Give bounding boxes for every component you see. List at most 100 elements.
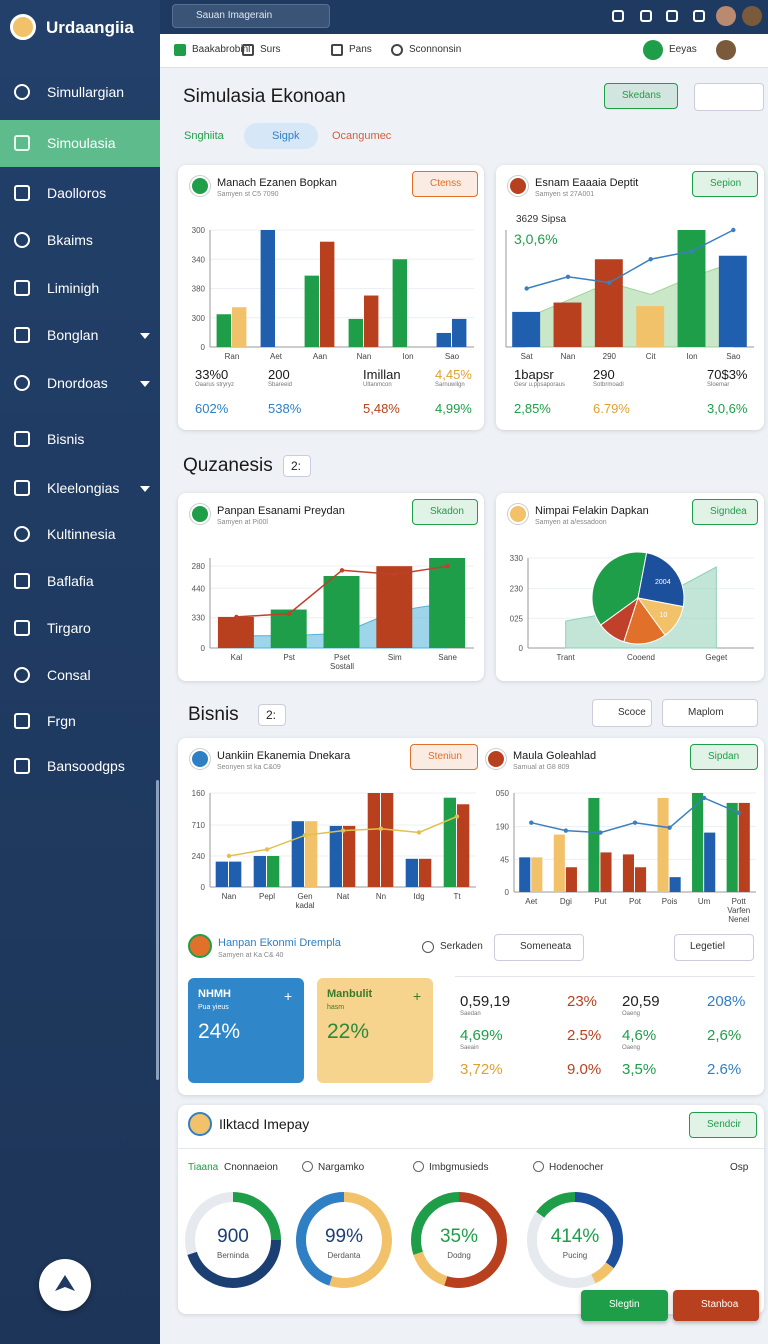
toolbar-icon[interactable] xyxy=(391,44,403,56)
line-point xyxy=(598,830,603,835)
stat-delta: 3,0,6% xyxy=(707,401,748,416)
bar xyxy=(553,302,582,347)
x-tick-label: Trant xyxy=(556,653,575,662)
y-tick-label: 280 xyxy=(192,562,206,571)
y-tick-label: 0 xyxy=(505,888,510,897)
toolbar-icon[interactable] xyxy=(331,44,343,56)
button[interactable] xyxy=(692,499,758,525)
line-point xyxy=(287,611,292,616)
button[interactable] xyxy=(689,1112,757,1138)
search-box[interactable] xyxy=(172,4,330,28)
nav-label: Simullargian xyxy=(47,84,125,100)
x-tick-label: Sat xyxy=(521,352,534,361)
button-label: Steniun xyxy=(428,751,462,762)
pie-slice xyxy=(591,551,648,626)
nav-label: Daolloros xyxy=(47,185,107,201)
search-placeholder: Sauan Imagerain xyxy=(196,10,273,21)
chart: 0 240 710 160 Nan Pepl Gen kadal Nat Nn Idg Tt xyxy=(192,789,476,910)
section-button[interactable] xyxy=(662,699,758,727)
x-tick-label: Aet xyxy=(270,352,283,361)
fab[interactable] xyxy=(581,1290,668,1321)
nav-label: Frgn xyxy=(47,713,76,729)
summary-title: Hanpan Ekonmi Drempla xyxy=(218,937,341,949)
bar xyxy=(553,834,565,892)
toolbar-icon[interactable] xyxy=(242,44,254,56)
bar xyxy=(260,230,275,347)
y-tick-label: 440 xyxy=(192,584,206,593)
radio[interactable] xyxy=(413,1161,424,1172)
button[interactable] xyxy=(604,83,678,109)
line-point xyxy=(607,280,612,285)
tab[interactable]: Sigpk xyxy=(272,130,300,142)
toolbar-item[interactable]: Pans xyxy=(349,44,372,55)
section-title: Quzanesis xyxy=(183,455,273,476)
button[interactable] xyxy=(494,934,584,961)
tile-label: Pua yieus xyxy=(198,1004,229,1011)
line xyxy=(531,797,740,834)
avatar[interactable] xyxy=(716,6,736,26)
toolbar-icon[interactable] xyxy=(174,44,186,56)
toolbar-item[interactable]: Baakabrobinl xyxy=(192,44,251,55)
dropdown[interactable] xyxy=(674,934,754,961)
bar xyxy=(600,852,612,892)
avatar[interactable] xyxy=(742,6,762,26)
tab[interactable]: Ocangumec xyxy=(332,130,392,142)
card-title: Maula Goleahlad xyxy=(513,750,597,762)
donut: 35% Dodng xyxy=(411,1192,507,1288)
top-icon[interactable] xyxy=(640,10,652,22)
avatar[interactable] xyxy=(716,40,736,60)
stat-value: 200 xyxy=(268,367,290,382)
tab[interactable]: Snghiita xyxy=(184,130,224,142)
radio[interactable] xyxy=(302,1161,313,1172)
button[interactable] xyxy=(412,171,478,197)
filter-icon[interactable] xyxy=(422,941,434,953)
card-icon xyxy=(190,504,210,524)
button[interactable] xyxy=(410,744,478,770)
nav-icon xyxy=(14,526,30,542)
top-icon[interactable] xyxy=(612,10,624,22)
legend-item: Nargamko xyxy=(318,1162,365,1173)
legend-extra: Osp xyxy=(730,1162,749,1173)
toolbar-item[interactable]: Surs xyxy=(260,44,281,55)
fab[interactable] xyxy=(673,1290,759,1321)
x-tick-label: Sao xyxy=(726,352,741,361)
tile-label: hasm xyxy=(327,1004,345,1011)
top-icon[interactable] xyxy=(693,10,705,22)
x-tick-label: Idg xyxy=(413,892,424,901)
brand-logo xyxy=(10,14,36,40)
line-point xyxy=(736,810,741,815)
button[interactable] xyxy=(692,171,758,197)
line-point xyxy=(454,814,460,819)
nav-label: Tirgaro xyxy=(47,620,91,636)
top-icon[interactable] xyxy=(666,10,678,22)
dropdown[interactable] xyxy=(694,83,764,111)
table-value: 0,59,19 xyxy=(460,993,511,1010)
button[interactable] xyxy=(412,499,478,525)
stat-delta: 538% xyxy=(268,401,302,416)
bar xyxy=(229,861,242,887)
radio[interactable] xyxy=(533,1161,544,1172)
nav-icon xyxy=(14,620,30,636)
bar xyxy=(320,241,335,347)
user-name[interactable]: Eeyas xyxy=(669,44,697,55)
bar xyxy=(718,255,747,347)
toolbar-item[interactable]: Sconnonsin xyxy=(409,44,462,55)
donut-caption: Dodng xyxy=(447,1251,471,1260)
bar xyxy=(217,616,254,648)
summary-subtitle: Samyen at Ka C& 40 xyxy=(218,952,284,959)
tile xyxy=(188,978,304,1083)
stat-label: Ultanmcon xyxy=(363,382,392,388)
stat-value: 70$3% xyxy=(707,367,748,382)
section-title: Bisnis xyxy=(188,704,239,725)
pie-label: 10 xyxy=(659,612,667,619)
bar xyxy=(452,318,467,347)
section-button[interactable] xyxy=(592,699,652,727)
tab-pill[interactable] xyxy=(244,123,318,149)
line-point xyxy=(392,572,397,577)
donut-value: 35% xyxy=(440,1226,478,1247)
button[interactable] xyxy=(690,744,758,770)
x-tick-label: Nat xyxy=(337,892,350,901)
x-tick-label: Pois xyxy=(662,897,678,906)
y-tick-label: 050 xyxy=(496,789,510,798)
tile-title: NHMH xyxy=(198,988,231,1000)
